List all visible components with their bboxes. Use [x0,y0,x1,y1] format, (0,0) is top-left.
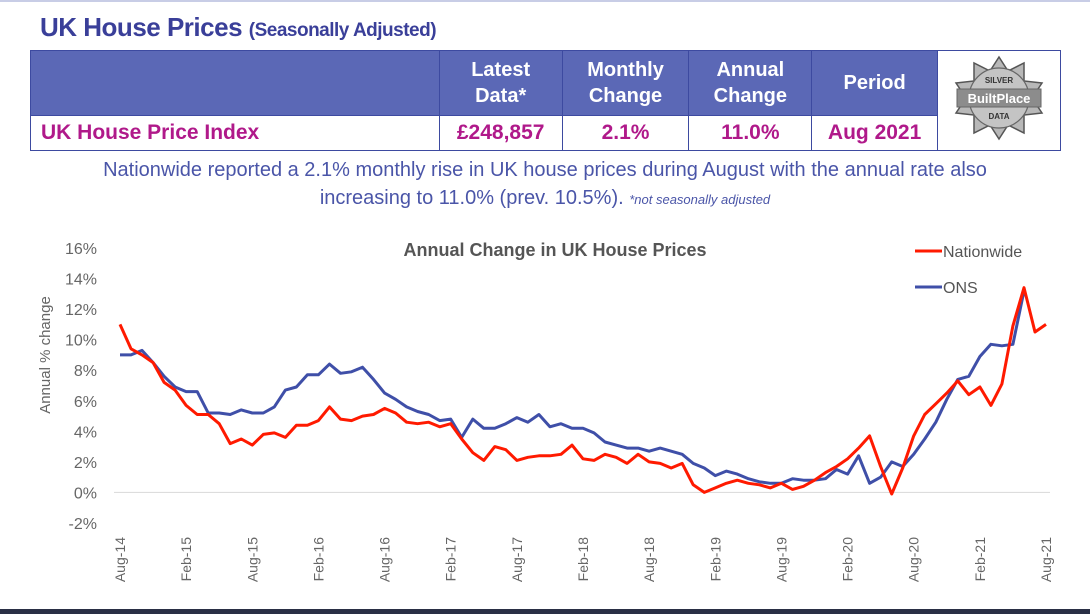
header-monthly-line1: Monthly [587,59,664,81]
header-annual: Annual Change [688,50,813,116]
x-tick-label: Aug-14 [112,537,128,582]
x-tick-label: Aug-20 [906,537,922,582]
y-tick-label: 6% [74,394,97,411]
header-period-line1: Period [843,72,906,94]
table-header-row: Latest Data* Monthly Change Annual Change P… [30,50,1061,151]
header-annual-line2: Change [713,85,787,107]
x-tick-label: Aug-17 [509,537,525,582]
y-tick-label: 14% [65,272,97,289]
x-tick-label: Feb-20 [840,537,856,582]
row-monthly: 2.1% [561,115,690,151]
row-annual: 11.0% [688,115,813,151]
x-tick-label: Aug-19 [773,537,789,582]
annual-change-chart: Annual Change in UK House Prices Annual … [37,240,1054,582]
header-blank [30,50,440,116]
x-tick-label: Feb-15 [178,537,194,582]
logo-bottom-text: DATA [988,112,1009,121]
y-tick-label: 12% [65,302,97,319]
title-main: UK House Prices [40,12,243,42]
row-label: UK House Price Index [30,115,440,151]
summary-line2-text: increasing to 11.0% (prev. 10.5%). [319,187,624,209]
y-tick-label: 8% [74,363,97,380]
header-monthly-line2: Change [588,85,663,107]
y-tick-label: 0% [74,485,97,502]
summary-line2: increasing to 11.0% (prev. 10.5%). *not … [0,184,1090,214]
table-row: UK House Price Index £248,857 2.1% 11.0%… [30,115,1061,151]
x-tick-label: Feb-18 [575,537,591,582]
builtplace-logo: SILVER BuiltPlace DATA [937,50,1061,151]
logo-middle-text: BuiltPlace [968,91,1031,106]
summary-line1: Nationwide reported a 2.1% monthly rise … [103,159,987,181]
row-period: Aug 2021 [811,115,938,151]
y-axis-label: Annual % change [37,296,54,414]
y-tick-label: -2% [69,516,97,533]
top-border [0,0,1090,2]
header-latest: Latest Data* [438,50,563,116]
header-annual-line1: Annual [716,59,785,81]
y-tick-label: 16% [65,241,97,258]
x-tick-label: Aug-15 [244,537,260,582]
header-latest-line1: Latest [471,59,531,81]
legend: Nationwide ONS [915,244,1022,297]
header-period: Period [811,50,938,116]
x-tick-label: Feb-17 [443,537,459,582]
summary-table: Latest Data* Monthly Change Annual Change P… [30,50,1061,151]
header-monthly: Monthly Change [561,50,690,116]
silver-badge-icon: SILVER BuiltPlace DATA [954,55,1044,141]
x-tick-label: Aug-18 [641,537,657,582]
x-tick-label: Feb-21 [972,537,988,582]
row-latest: £248,857 [438,115,563,151]
y-tick-label: 2% [74,455,97,472]
bottom-band [0,609,1090,614]
title-subtitle: (Seasonally Adjusted) [248,20,437,41]
y-tick-label: 4% [74,424,97,441]
chart-title: Annual Change in UK House Prices [403,240,706,260]
logo-top-text: SILVER [985,76,1014,85]
page-title: UK House Prices (Seasonally Adjusted) [40,12,437,43]
legend-label: ONS [943,280,978,297]
series-line-ons [120,290,1026,485]
y-tick-label: 10% [65,333,97,350]
x-tick-label: Aug-16 [377,537,393,582]
x-tick-label: Feb-19 [707,537,723,582]
header-latest-line2: Data* [475,85,527,107]
summary-note: *not seasonally adjusted [629,192,771,207]
summary-text: Nationwide reported a 2.1% monthly rise … [0,156,1090,214]
x-tick-label: Aug-21 [1038,537,1054,582]
legend-label: Nationwide [943,244,1022,261]
x-tick-label: Feb-16 [310,537,326,582]
series-line-nationwide [118,286,1047,496]
